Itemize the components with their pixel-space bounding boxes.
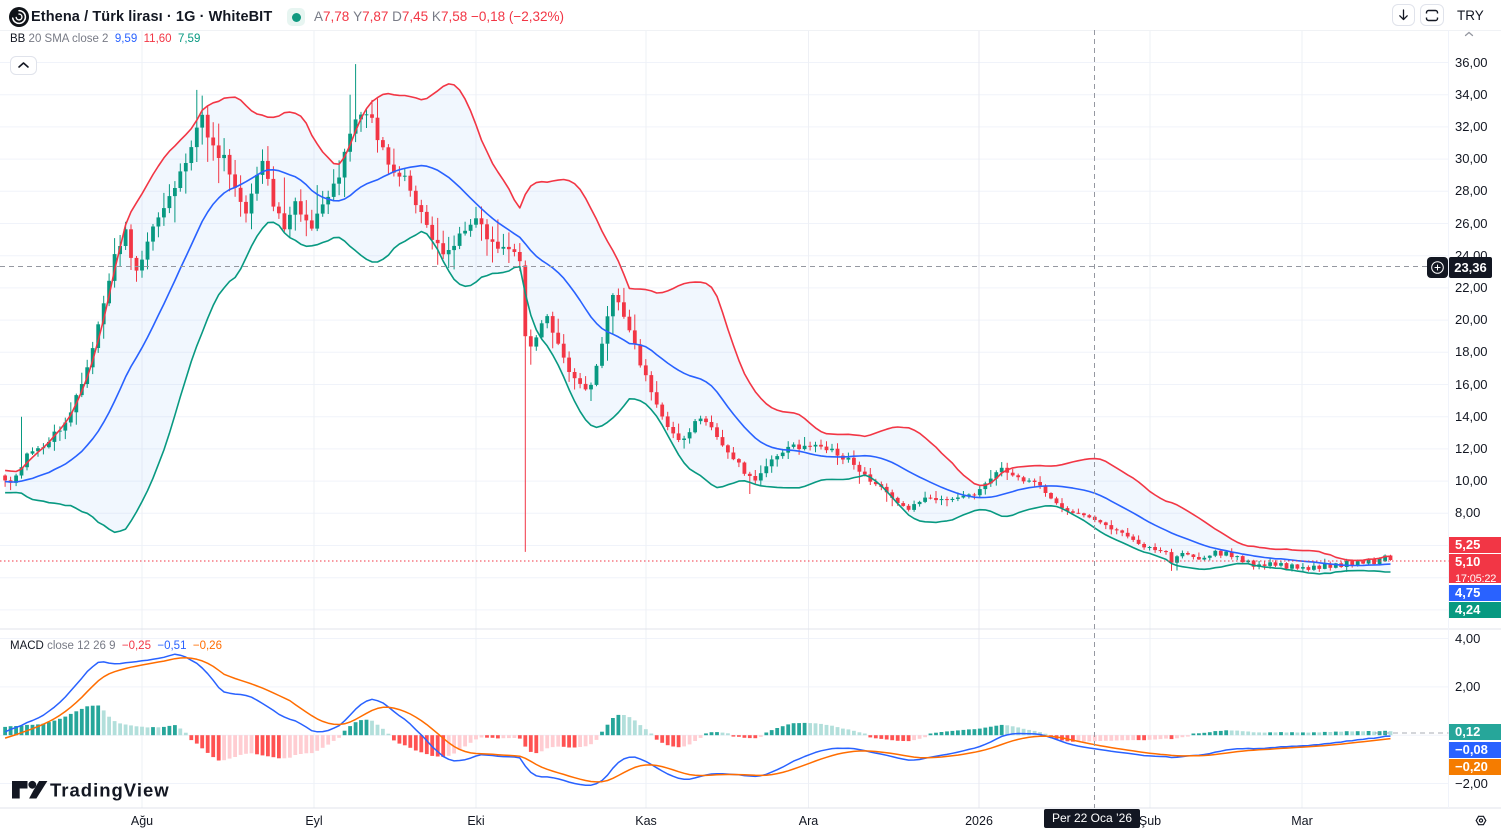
svg-text:TradingView: TradingView [50,780,170,801]
